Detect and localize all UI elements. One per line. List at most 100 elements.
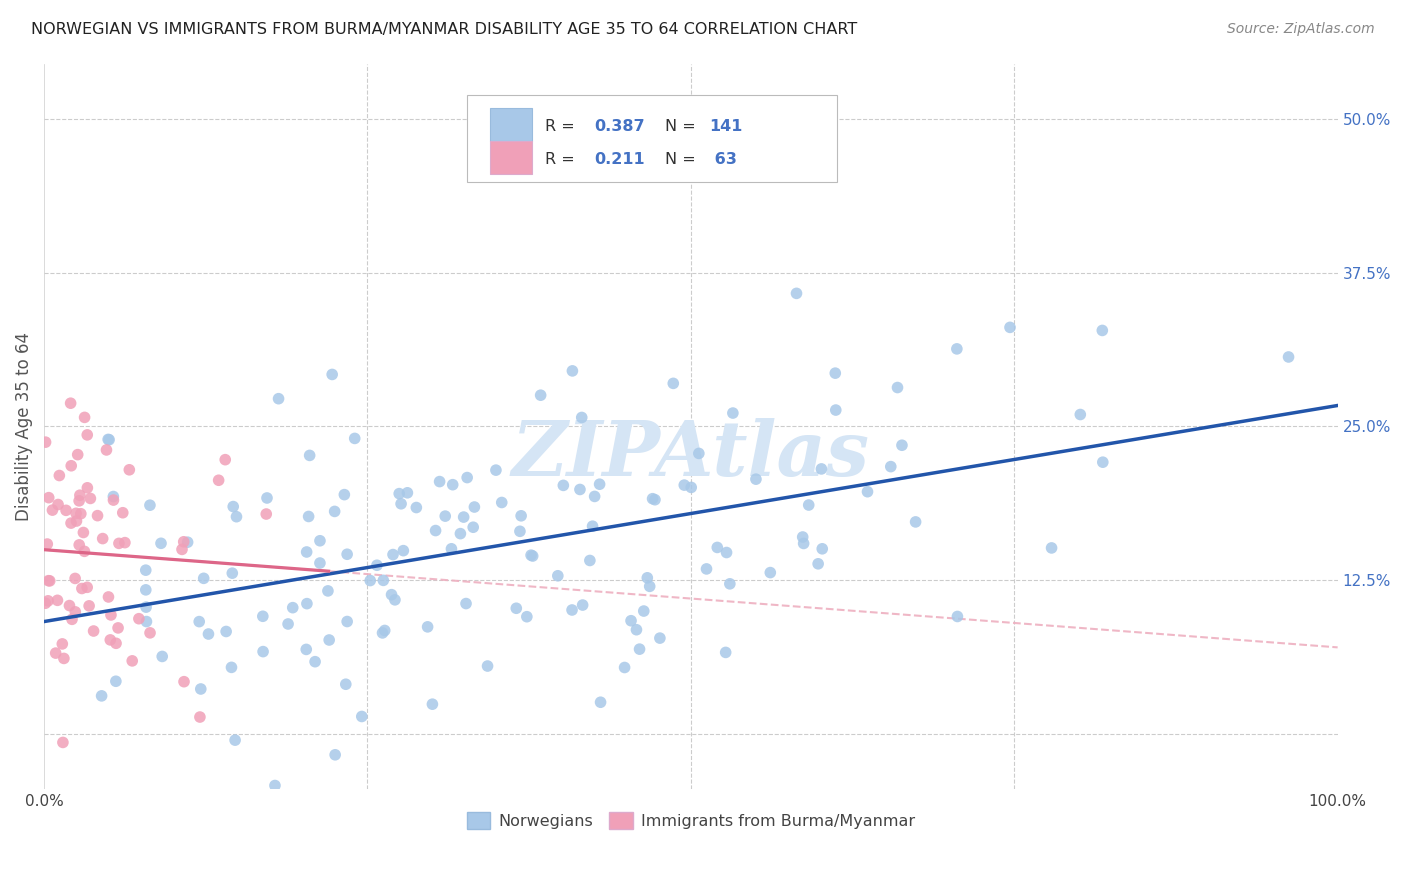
Text: NORWEGIAN VS IMMIGRANTS FROM BURMA/MYANMAR DISABILITY AGE 35 TO 64 CORRELATION C: NORWEGIAN VS IMMIGRANTS FROM BURMA/MYANM… — [31, 22, 858, 37]
Point — [190, 681, 212, 696]
Point — [579, 553, 602, 567]
Point — [111, 506, 134, 520]
Point — [69, 488, 91, 502]
Point — [946, 609, 969, 624]
Point — [121, 654, 143, 668]
Point — [193, 571, 215, 585]
Point — [759, 566, 782, 580]
Point — [73, 544, 96, 558]
Text: R =: R = — [544, 120, 579, 135]
Y-axis label: Disability Age 35 to 64: Disability Age 35 to 64 — [15, 332, 32, 521]
Point — [797, 498, 820, 512]
Point — [295, 642, 318, 657]
Point — [695, 562, 717, 576]
Point — [65, 514, 87, 528]
Point — [150, 536, 173, 550]
Point — [107, 621, 129, 635]
Point — [173, 534, 195, 549]
Point — [662, 376, 685, 391]
Point — [277, 617, 299, 632]
Point — [392, 543, 415, 558]
Point — [66, 448, 89, 462]
Point — [97, 590, 120, 604]
Point — [382, 548, 405, 562]
Point — [225, 509, 247, 524]
Point — [222, 500, 245, 514]
Point — [810, 462, 832, 476]
Point — [60, 458, 83, 473]
Point — [76, 428, 98, 442]
Text: Source: ZipAtlas.com: Source: ZipAtlas.com — [1227, 22, 1375, 37]
Point — [441, 477, 464, 491]
Point — [37, 537, 59, 551]
Point — [37, 594, 59, 608]
Point — [373, 574, 395, 588]
Point — [449, 526, 471, 541]
Point — [422, 697, 444, 711]
Point — [509, 524, 531, 539]
Point — [267, 392, 290, 406]
Point — [96, 442, 118, 457]
Point — [118, 463, 141, 477]
Point — [264, 779, 287, 793]
Point — [626, 623, 648, 637]
Point — [100, 607, 122, 622]
Point — [336, 615, 359, 629]
Point — [880, 459, 903, 474]
Point — [522, 549, 544, 563]
Point — [135, 563, 157, 577]
Point — [716, 545, 738, 559]
Point — [52, 651, 75, 665]
Point — [886, 380, 908, 394]
Point — [37, 574, 59, 588]
Point — [38, 574, 60, 588]
Point — [281, 600, 304, 615]
Point — [416, 620, 439, 634]
Point — [636, 571, 658, 585]
Point — [440, 541, 463, 556]
Point — [568, 483, 591, 497]
Point — [256, 491, 278, 505]
Point — [688, 446, 710, 460]
Point — [98, 632, 121, 647]
Legend: Norwegians, Immigrants from Burma/Myanmar: Norwegians, Immigrants from Burma/Myanma… — [460, 805, 921, 835]
Point — [77, 599, 100, 613]
Point — [46, 593, 69, 607]
Point — [333, 488, 356, 502]
Point — [67, 493, 90, 508]
Point — [520, 548, 543, 562]
Point — [323, 747, 346, 762]
Point — [139, 498, 162, 512]
Point — [221, 566, 243, 581]
Point — [638, 579, 661, 593]
Point — [648, 631, 671, 645]
Point — [434, 509, 457, 524]
Point — [336, 547, 359, 561]
Point — [321, 368, 343, 382]
Point — [454, 597, 477, 611]
Point — [83, 624, 105, 638]
Point — [633, 604, 655, 618]
Point — [429, 475, 451, 489]
Point — [65, 506, 87, 520]
Point — [366, 558, 388, 573]
Point — [824, 366, 846, 380]
Point — [208, 473, 231, 487]
Point — [114, 535, 136, 549]
Text: ZIPAtlas: ZIPAtlas — [512, 418, 870, 492]
Point — [641, 491, 664, 506]
Point — [90, 689, 112, 703]
Point — [103, 493, 125, 508]
Text: N =: N = — [665, 153, 700, 167]
Text: 141: 141 — [709, 120, 742, 135]
Point — [673, 478, 696, 492]
Point — [323, 504, 346, 518]
Point — [553, 478, 575, 492]
Text: 0.211: 0.211 — [593, 153, 644, 167]
Point — [350, 709, 373, 723]
Point — [103, 490, 125, 504]
Point — [343, 431, 366, 445]
Point — [214, 452, 236, 467]
Point — [491, 495, 513, 509]
Point — [453, 510, 475, 524]
